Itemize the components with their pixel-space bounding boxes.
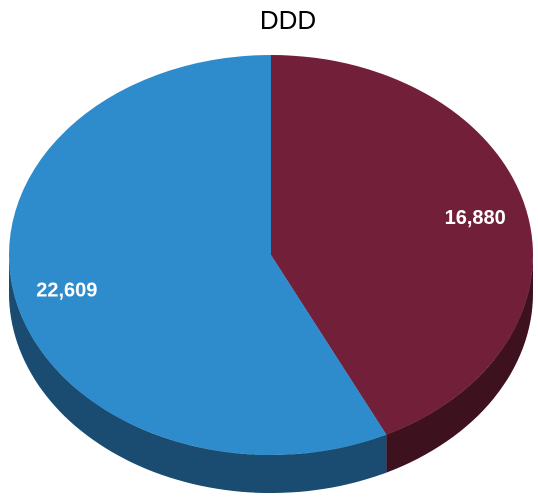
chart-title: DDD (260, 5, 316, 35)
value-label: 22,609 (36, 279, 97, 301)
pie-slice (271, 55, 533, 435)
pie-side-shade (386, 255, 533, 473)
pie-slice (8, 55, 387, 456)
pie-side (386, 255, 533, 473)
value-label: 16,880 (445, 207, 506, 229)
pie-side (9, 255, 387, 494)
pie-side-shade (9, 255, 387, 494)
